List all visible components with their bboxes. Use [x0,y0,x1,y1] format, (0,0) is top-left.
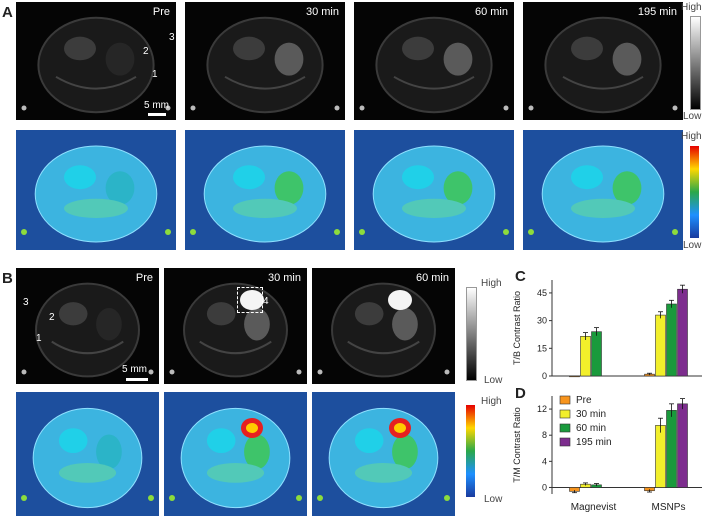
panel-a-scale-text: 5 mm [144,100,169,111]
panel-b-color-image-3 [312,392,455,516]
panel-a-gray-image-1: Pre [16,2,176,120]
panel-b-letter: B [2,270,13,287]
y-tick-label: 12 [537,404,547,414]
panel-b-color-low-label: Low [484,494,503,505]
panel-a-gray-low-label: Low [683,111,702,122]
y-tick-label: 45 [537,288,547,298]
panel-a-gray-image-4-graphic [528,16,678,114]
panel-a-color-image-3 [354,130,514,250]
panel-a-color-image-4 [523,130,683,250]
legend-label: Pre [576,395,592,406]
chart-c: T/B Contrast Ratio 0 15 30 45 [512,280,702,381]
panel-a-gray-image-3-graphic [359,16,509,114]
bar-30-min-magnevist [580,336,591,377]
panel-a-gray-image-4-time-label: 195 min [637,6,677,18]
legend-label: 30 min [576,409,606,420]
legend-label: 60 min [576,423,606,434]
chart-c-ylabel: T/B Contrast Ratio [512,291,522,365]
legend-swatch [559,437,571,447]
legend-label: 195 min [576,437,612,448]
panel-b-gray-image-3-time-label: 60 min [415,272,449,284]
bar-60-min-msnps [666,410,677,488]
panel-a-color-high-label: High [681,131,702,142]
panel-b-gray-high-label: High [481,278,502,289]
y-tick-label: 0 [542,482,547,492]
bar-pre-magnevist [569,375,580,378]
panel-b-color-image-1-graphic [21,407,154,509]
panel-b-color-image-1 [16,392,159,516]
panel-a-grayscale-bar [690,16,701,110]
panel-d-letter: D [515,385,526,402]
panel-a-gray-image-4: 195 min [523,2,683,120]
panel-b-color-image-2 [164,392,307,516]
panel-a-gray-image-1-graphic [21,16,171,114]
panel-b-gray-image-2-time-label: 30 min [267,272,301,284]
legend-swatch [559,409,571,419]
roi-b-box-4 [237,287,263,313]
panel-b-scale-text: 5 mm [122,364,147,375]
panel-a-color-image-1-graphic [21,145,171,243]
bar-60-min-msnps [666,303,677,377]
panel-b-gray-low-label: Low [484,375,503,386]
panel-a-gray-image-2-graphic [190,16,340,114]
bar-195-min-msnps [677,288,688,377]
panel-a-color-low-label: Low [683,240,702,251]
panel-b-color-image-3-graphic [317,407,450,509]
roi-b-label-2: 2 [49,312,55,323]
panel-a-gray-high-label: High [681,2,702,13]
roi-b-label-3: 3 [23,297,29,308]
panel-b-color-bar [466,405,475,497]
panel-a-gray-image-2: 30 min [185,2,345,120]
panel-b-gray-image-3: 60 min [312,268,455,384]
roi-b-label-1: 1 [36,333,42,344]
panel-b-gray-image-2: 30 min [164,268,307,384]
panel-a-color-image-1 [16,130,176,250]
panel-a-gray-image-3: 60 min [354,2,514,120]
panel-a-gray-image-3-time-label: 60 min [474,6,508,18]
roi-b-label-4: 4 [263,296,269,307]
panel-b-scale-bar [126,378,148,381]
panel-a-letter: A [2,4,13,21]
y-tick-label: 0 [542,371,547,381]
bar-30-min-msnps [655,314,666,377]
y-tick-label: 30 [537,316,547,326]
legend-swatch [559,423,571,433]
panel-a-color-image-3-graphic [359,145,509,243]
panel-a-color-image-2-graphic [190,145,340,243]
panel-b-gray-image-1-graphic [21,282,154,378]
panel-a-gray-image-2-time-label: 30 min [305,6,339,18]
bar-60-min-magnevist [591,331,602,377]
roi-label-2: 2 [143,46,149,57]
y-tick-label: 4 [542,456,547,466]
panel-b-gray-image-3-graphic [317,282,450,378]
legend-swatch [559,395,571,405]
y-tick-label: 15 [537,343,547,353]
panel-b-color-high-label: High [481,396,502,407]
panel-a-color-image-4-graphic [528,145,678,243]
panel-b-gray-image-1: Pre [16,268,159,384]
panel-b-grayscale-bar [466,287,477,381]
panel-b-gray-image-2-graphic [169,282,302,378]
chart-d-ylabel: T/M Contrast Ratio [512,407,522,483]
panel-a-scale-bar [148,113,166,116]
panel-b-gray-image-1-time-label: Pre [135,272,153,284]
panel-c-letter: C [515,268,526,285]
panel-a-color-image-2 [185,130,345,250]
x-category-label: MSNPs [652,502,686,513]
x-category-label: Magnevist [571,502,617,513]
panel-a-color-bar [690,146,699,238]
roi-label-3: 3 [169,32,175,43]
panel-b-color-image-2-graphic [169,407,302,509]
chart-d: T/M Contrast Ratio 0 4 8 12 Magnevist MSNPs Pre… [512,395,702,513]
panel-a-gray-image-1-time-label: Pre [152,6,170,18]
bar-195-min-msnps [677,403,688,488]
y-tick-label: 8 [542,430,547,440]
bar-30-min-msnps [655,425,666,488]
roi-label-1: 1 [152,69,158,80]
